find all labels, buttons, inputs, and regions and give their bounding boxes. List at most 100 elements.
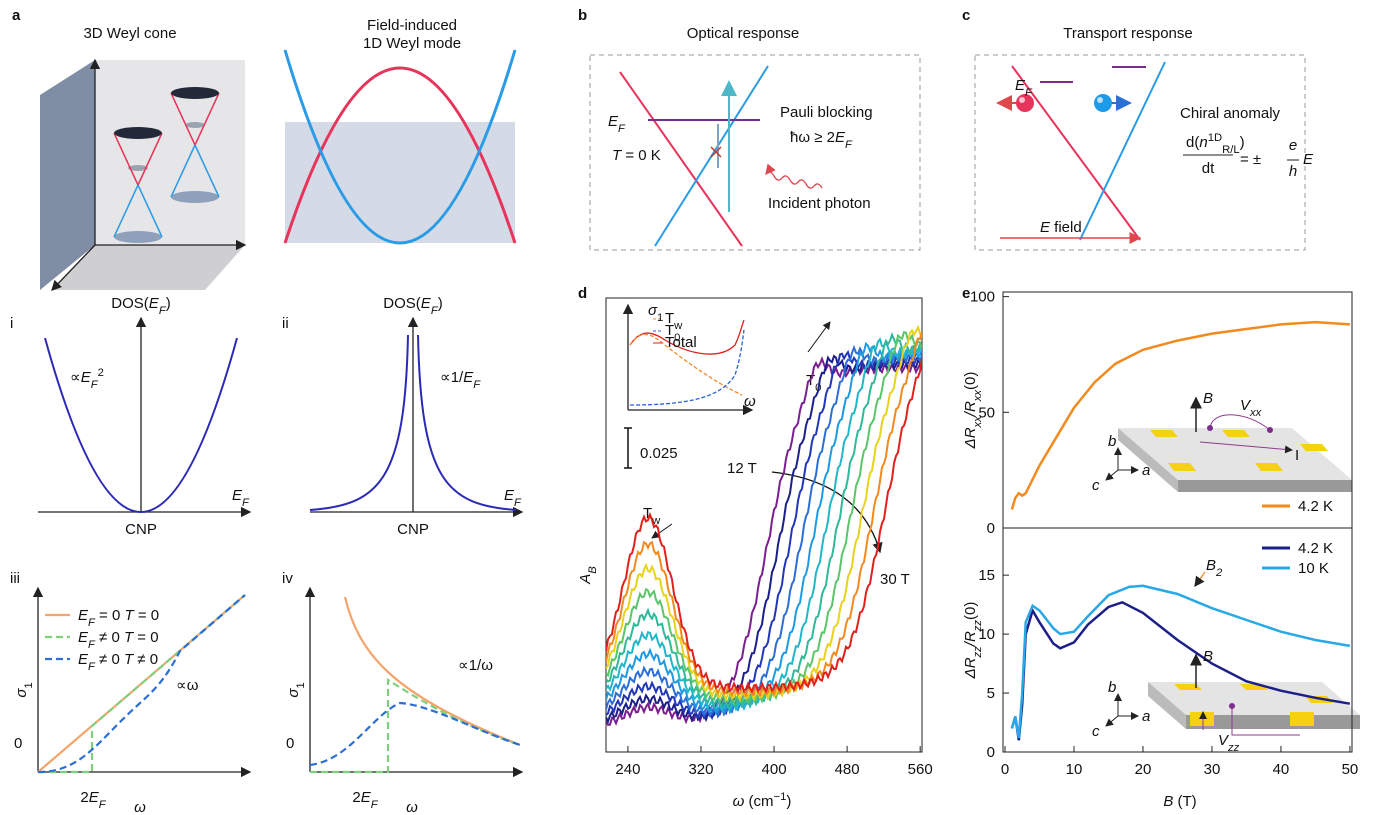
inset-label-part: V bbox=[1240, 397, 1252, 414]
temperature-label-part: T bbox=[612, 147, 623, 164]
annotation-part: T bbox=[643, 505, 652, 522]
axis-label-part: ) bbox=[438, 295, 443, 312]
panel-title: 1D Weyl mode bbox=[363, 35, 461, 52]
y-tick-label: 0 bbox=[987, 520, 995, 537]
legend-label-part: ≠ 0 bbox=[95, 629, 124, 646]
axis-label-part: /R bbox=[962, 631, 979, 647]
temperature-label-part: = 0 K bbox=[621, 147, 661, 164]
schematic-plots bbox=[32, 316, 524, 778]
axis-label-part: zz bbox=[972, 620, 984, 633]
axis-label: σ1 bbox=[285, 682, 307, 697]
spectrum bbox=[606, 330, 922, 698]
inset-label: a bbox=[1142, 708, 1150, 725]
optical-illustration bbox=[589, 54, 921, 251]
axis-label-part: E bbox=[421, 295, 432, 312]
y-tick-label: 0 bbox=[987, 744, 995, 761]
annotation: Chiral anomaly bbox=[1180, 105, 1281, 122]
panel-label: a bbox=[12, 7, 21, 24]
annotation: Tw bbox=[643, 505, 661, 527]
panel-title: Field-induced bbox=[367, 17, 457, 34]
annotation: ∝EF2 bbox=[70, 367, 104, 391]
fermi-label-part: E bbox=[608, 113, 619, 130]
annotation-part: 2 bbox=[98, 367, 104, 379]
spectrum bbox=[606, 355, 922, 726]
axis-label-part: B bbox=[1163, 793, 1173, 810]
axis-tick-part: F bbox=[99, 799, 107, 811]
annotation-part: E bbox=[1040, 219, 1051, 236]
inset-legend-label-part: T bbox=[665, 310, 674, 327]
legend-label-part: E bbox=[78, 607, 89, 624]
legend-label: EF ≠ 0 T ≠ 0 bbox=[78, 651, 158, 673]
legend-label-part: ≠ 0 bbox=[133, 651, 158, 668]
axis-label-part: ) bbox=[786, 793, 791, 810]
subpanel-label: iv bbox=[282, 570, 293, 587]
equation-part: 1D bbox=[1208, 132, 1222, 144]
axis-label: ω (cm−1) bbox=[733, 791, 792, 810]
subpanel-label: iii bbox=[10, 570, 20, 587]
legend-label: 4.2 K bbox=[1298, 540, 1333, 557]
fermi-label: EF bbox=[1015, 77, 1033, 99]
legend-label-part: = 0 bbox=[134, 607, 159, 624]
annotation: ∝1/EF bbox=[440, 369, 481, 391]
axis-label-part: 1 bbox=[23, 682, 35, 688]
legend-label-part: T bbox=[124, 629, 135, 646]
inset-label-part: zz bbox=[1227, 742, 1240, 754]
plot-frame bbox=[1002, 291, 1353, 529]
annotation-part: F bbox=[845, 139, 853, 151]
inset-label: B bbox=[1203, 648, 1213, 665]
inset-label: a bbox=[1142, 462, 1150, 479]
x-tick-label: 400 bbox=[762, 761, 787, 778]
fermi-label-part: F bbox=[618, 123, 626, 135]
axis-label-part: σ bbox=[13, 688, 30, 698]
subpanel-label: i bbox=[10, 315, 13, 332]
axis-label-part: 1 bbox=[295, 682, 307, 688]
axis-label-part: DOS( bbox=[111, 295, 149, 312]
annotation: 12 T bbox=[727, 460, 757, 477]
legend-label: 10 K bbox=[1298, 560, 1329, 577]
axis-label-part: E bbox=[232, 487, 243, 504]
annotation: 30 T bbox=[880, 571, 910, 588]
series-line bbox=[1010, 584, 1351, 739]
axis-tick: 2EF bbox=[352, 789, 378, 811]
axis-label-part: ) bbox=[166, 295, 171, 312]
axis-tick: 0 bbox=[286, 735, 294, 752]
panel-label: d bbox=[578, 285, 587, 302]
axis-label: σ1 bbox=[13, 682, 35, 697]
scale-bar-label: 0.025 bbox=[640, 445, 678, 462]
annotation-part: 2 bbox=[1215, 567, 1223, 579]
inset-label-part: σ bbox=[648, 302, 658, 319]
equation-part: d( bbox=[1186, 134, 1199, 151]
axis-label-part: zz bbox=[972, 646, 984, 659]
legend-label-part: = 0 bbox=[95, 607, 125, 624]
axis-label: ω bbox=[406, 799, 418, 815]
equation: e bbox=[1289, 137, 1297, 154]
annotation: Incident photon bbox=[768, 195, 871, 212]
axis-label-part: σ bbox=[285, 688, 302, 698]
panel-label: c bbox=[962, 7, 970, 24]
y-tick-label: 5 bbox=[987, 685, 995, 702]
legend-label-part: F bbox=[88, 617, 96, 629]
legend-label-part: ≠ 0 bbox=[95, 651, 124, 668]
annotation-part: w bbox=[651, 515, 661, 527]
x-tick-label: 50 bbox=[1342, 761, 1359, 778]
axis-label-part: F bbox=[159, 305, 167, 317]
axis-label: EF bbox=[232, 487, 250, 509]
inset-label: I bbox=[1295, 447, 1299, 464]
spectrum bbox=[606, 331, 922, 706]
inset-legend-label: Total bbox=[665, 334, 697, 351]
axis-label-part: (cm bbox=[744, 793, 773, 810]
x-tick-label: 30 bbox=[1204, 761, 1221, 778]
axis-label: ΔRzz/Rzz(0) bbox=[962, 602, 984, 680]
equation: E bbox=[1303, 151, 1314, 168]
axis-label: ω bbox=[134, 799, 146, 815]
inset-label: c bbox=[1092, 477, 1100, 494]
annotation-part: F bbox=[91, 379, 99, 391]
legend-label-part: F bbox=[88, 639, 96, 651]
legend-label-part: F bbox=[88, 661, 96, 673]
axis-label-part: (T) bbox=[1173, 793, 1196, 810]
annotation-part: E bbox=[463, 369, 474, 386]
axis-label: B (T) bbox=[1163, 793, 1196, 810]
annotation-part: ∝ bbox=[70, 369, 81, 386]
inset-label: b bbox=[1108, 433, 1116, 450]
axis-label: DOS(EF) bbox=[383, 295, 442, 317]
